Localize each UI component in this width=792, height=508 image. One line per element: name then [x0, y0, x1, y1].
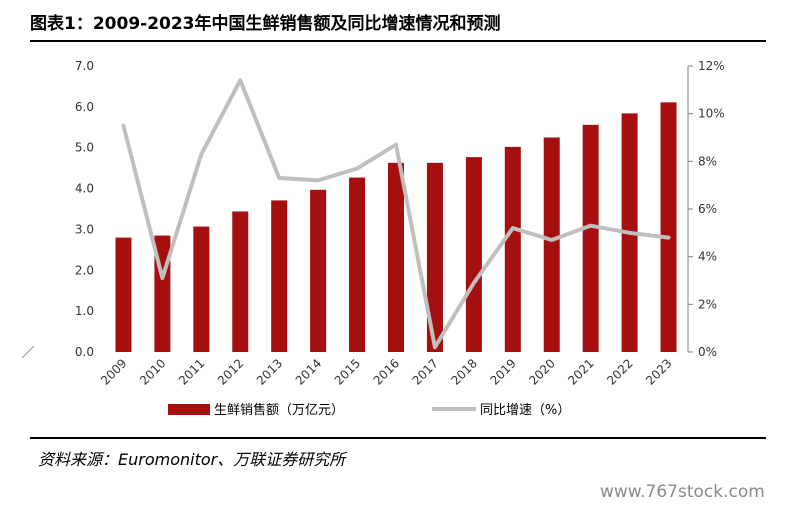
left-tick-label: 7.0	[75, 59, 94, 73]
bar	[660, 102, 677, 352]
x-tick-label: 2021	[565, 356, 596, 387]
legend-bar-swatch	[168, 404, 210, 415]
bar	[349, 177, 366, 352]
right-tick-label: 8%	[698, 154, 717, 168]
bar	[193, 226, 210, 352]
bar	[504, 146, 521, 352]
left-tick-label: 3.0	[75, 222, 94, 236]
line-series	[121, 78, 671, 350]
left-tick-label: 2.0	[75, 263, 94, 277]
left-tick-label: 5.0	[75, 141, 94, 155]
source-note: 资料来源：Euromonitor、万联证券研究所	[38, 450, 346, 469]
bar	[426, 162, 443, 352]
left-tick-label: 6.0	[75, 100, 94, 114]
right-tick-label: 2%	[698, 297, 717, 311]
x-tick-label: 2023	[643, 356, 674, 387]
x-tick-label: 2020	[526, 356, 557, 387]
legend: 生鲜销售额（万亿元） 同比增速（%）	[168, 402, 570, 418]
x-tick-label: 2011	[176, 356, 207, 387]
decorative-mark	[21, 345, 35, 359]
right-axis: 0% 2% 4% 6% 8% 10% 12%	[687, 59, 725, 359]
bar	[271, 200, 288, 352]
bar	[465, 157, 482, 352]
x-tick-label: 2013	[254, 356, 285, 387]
right-tick-label: 10%	[698, 107, 725, 121]
x-axis-ticks: 2009 2010 2011 2012 2013 2014 2015 2016 2017 2018…	[98, 356, 675, 387]
bar	[310, 189, 327, 352]
bar	[388, 162, 404, 352]
right-tick-label: 6%	[698, 202, 717, 216]
x-tick-label: 2009	[98, 356, 129, 387]
bar	[232, 211, 249, 352]
legend-bar-label: 生鲜销售额（万亿元）	[214, 402, 344, 418]
x-tick-label: 2012	[215, 356, 246, 387]
right-tick-label: 12%	[698, 59, 725, 73]
x-tick-label: 2015	[332, 356, 363, 387]
legend-line-label: 同比增速（%）	[480, 403, 570, 418]
x-tick-label: 2018	[448, 356, 479, 387]
left-tick-label: 0.0	[75, 345, 94, 359]
x-tick-label: 2022	[604, 356, 635, 387]
x-tick-label: 2010	[137, 356, 168, 387]
bar	[115, 237, 132, 352]
chart-title: 图表1：2009-2023年中国生鲜销售额及同比增速情况和预测	[30, 14, 501, 34]
left-tick-label: 4.0	[75, 182, 94, 196]
chart-area: 0.0 1.0 2.0 3.0 4.0 5.0 6.0 7.0 0% 2% 4% 6% 8% 10% 12…	[21, 59, 725, 418]
source-rule	[30, 437, 766, 439]
left-tick-label: 1.0	[75, 304, 94, 318]
watermark: www.767stock.com	[600, 482, 765, 502]
title-rule	[30, 40, 766, 42]
x-tick-label: 2019	[487, 356, 518, 387]
x-tick-label: 2014	[293, 356, 324, 387]
bar	[543, 137, 560, 352]
bar	[582, 124, 599, 352]
x-tick-label: 2017	[410, 356, 441, 387]
right-tick-label: 0%	[698, 345, 717, 359]
right-tick-label: 4%	[698, 250, 717, 264]
x-tick-label: 2016	[371, 356, 402, 387]
left-axis-ticks: 0.0 1.0 2.0 3.0 4.0 5.0 6.0 7.0	[75, 59, 94, 359]
